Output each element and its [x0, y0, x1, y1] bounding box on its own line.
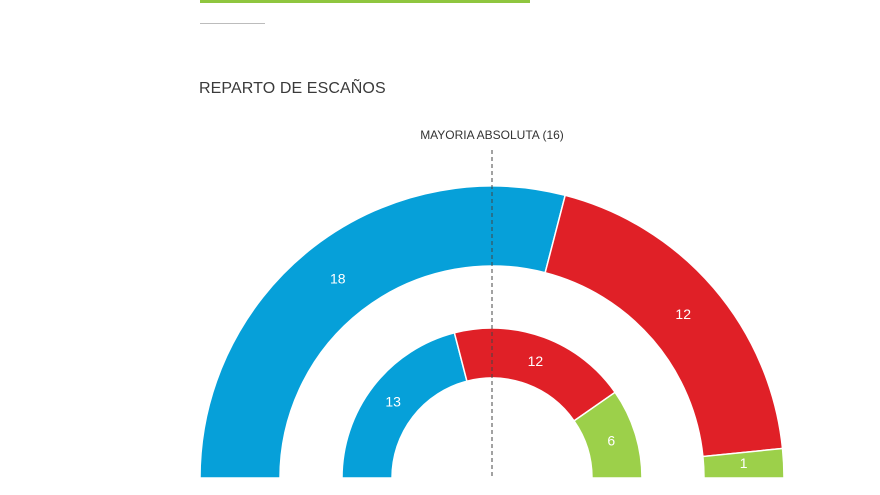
outer-ring-segment-2	[702, 447, 785, 479]
outer-ring-segment-label-2: 1	[740, 455, 748, 471]
chart-rings: 18 12 1 13 12 6	[199, 185, 785, 479]
inner-ring-segment-label-2: 6	[607, 433, 615, 449]
header-accent-strip	[200, 0, 530, 3]
header-divider	[200, 23, 265, 24]
inner-ring-segment-1	[453, 327, 617, 422]
inner-ring-segment-0	[341, 331, 468, 479]
majority-label: MAYORIA ABSOLUTA (16)	[420, 128, 564, 142]
outer-ring-segment-label-0: 18	[330, 271, 346, 287]
outer-ring-segment-label-1: 12	[675, 306, 691, 322]
chart-title: REPARTO DE ESCAÑOS	[199, 80, 386, 97]
inner-ring-segment-2	[573, 391, 643, 479]
inner-ring-segment-label-0: 13	[385, 393, 401, 409]
outer-ring-segment-0	[199, 185, 567, 479]
inner-ring-segment-label-1: 12	[528, 353, 544, 369]
